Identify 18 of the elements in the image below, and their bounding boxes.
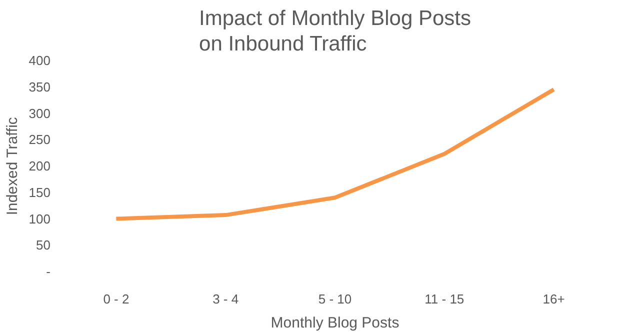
x-tick-label: 11 - 15	[424, 292, 464, 306]
y-tick-label: 250	[28, 132, 51, 148]
y-tick-label: 100	[28, 211, 51, 226]
x-tick-label: 3 - 4	[212, 292, 239, 306]
y-tick-label: 150	[28, 184, 51, 200]
y-tick-label: 50	[36, 238, 51, 253]
x-tick-label: 16+	[542, 292, 565, 306]
x-axis-title: Monthly Blog Posts	[270, 314, 400, 332]
x-tick-label: 0 - 2	[103, 292, 130, 306]
y-tick-label: 350	[28, 79, 51, 94]
y-tick-label: 200	[28, 158, 51, 174]
line-series	[114, 88, 556, 221]
y-tick-label: 300	[28, 106, 51, 121]
y-tick-label: -	[46, 264, 51, 279]
x-tick-label: 5 - 10	[318, 292, 352, 306]
y-axis-title: Indexed Traffic	[4, 116, 21, 216]
y-tick-label: 400	[28, 53, 51, 68]
chart-title: Impact of Monthly Blog Posts on Inbound Traffic	[199, 7, 471, 56]
